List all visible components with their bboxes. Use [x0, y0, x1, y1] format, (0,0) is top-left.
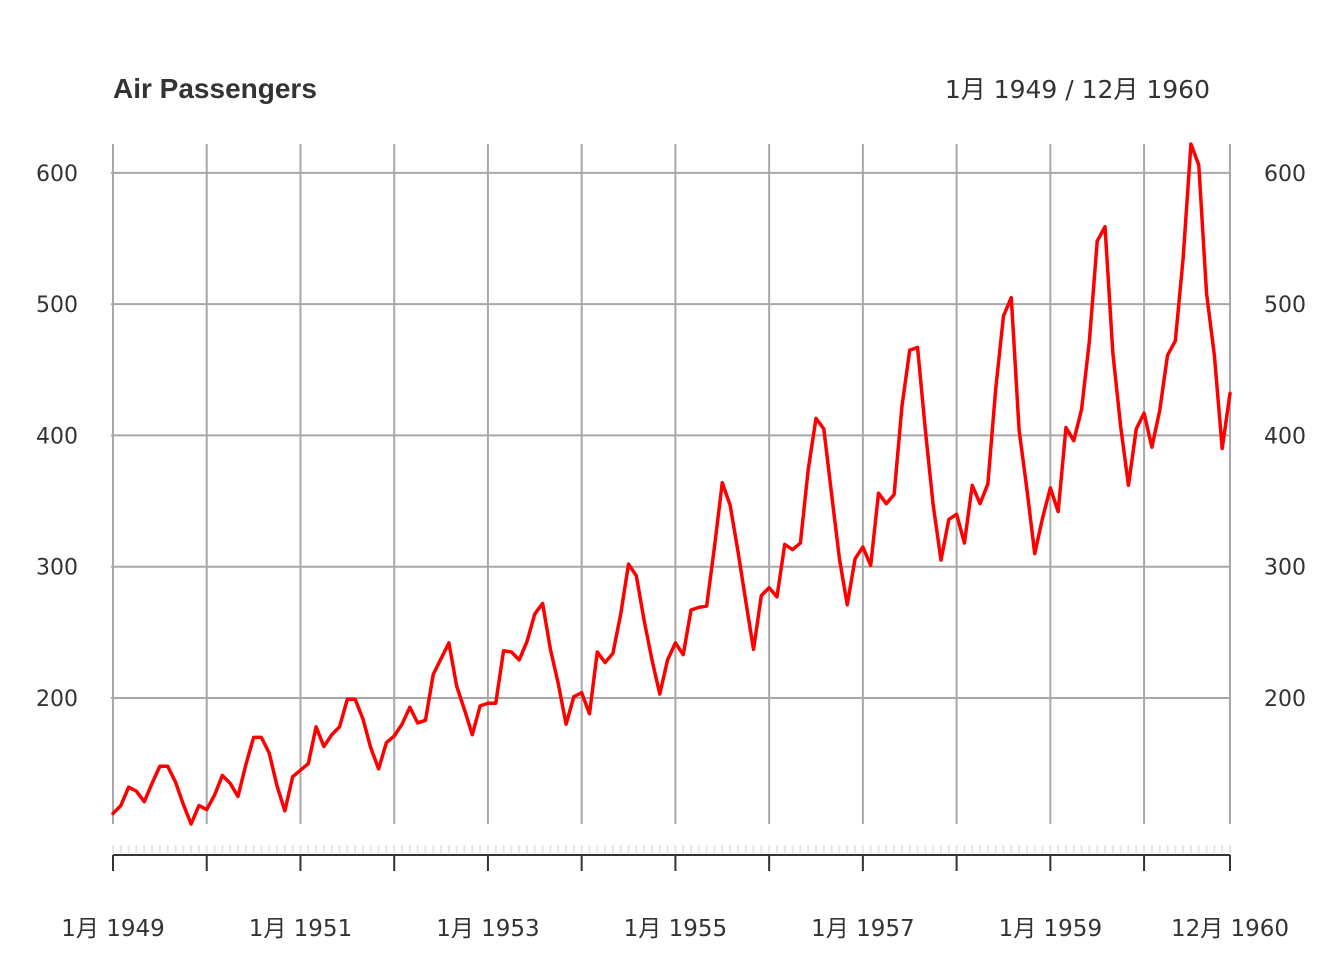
y-tick-label-right-500: 500: [1264, 293, 1306, 318]
y-tick-label-right-300: 300: [1264, 556, 1306, 581]
y-tick-label-left-400: 400: [36, 424, 78, 449]
date-range-label: 1月 1949 / 12月 1960: [945, 75, 1210, 104]
x-tick-label-6: 12月 1960: [1171, 916, 1289, 942]
x-minor-tick-strip: [113, 845, 1230, 853]
y-tick-label-right-400: 400: [1264, 424, 1306, 449]
horizontal-gridlines: [111, 173, 1230, 698]
chart-title: Air Passengers: [113, 73, 317, 104]
x-axis: [113, 855, 1230, 871]
x-axis-labels: 1月 1949 1月 1951 1月 1953 1月 1955 1月 1957 1月 19…: [61, 916, 1289, 942]
x-tick-label-5: 1月 1959: [999, 916, 1102, 942]
x-tick-label-2: 1月 1953: [436, 916, 539, 942]
x-tick-label-0: 1月 1949: [61, 916, 164, 942]
x-tick-label-4: 1月 1957: [811, 916, 914, 942]
y-tick-label-left-300: 300: [36, 556, 78, 581]
series-layer: [113, 144, 1230, 824]
series-line-air-passengers: [113, 144, 1230, 824]
y-tick-label-left-200: 200: [36, 687, 78, 712]
y-tick-label-right-200: 200: [1264, 687, 1306, 712]
x-tick-label-1: 1月 1951: [249, 916, 352, 942]
y-tick-label-left-500: 500: [36, 293, 78, 318]
y-axis-right-labels: 200 300 400 500 600: [1264, 162, 1306, 712]
y-axis-left-labels: 200 300 400 500 600: [36, 162, 78, 712]
y-tick-label-left-600: 600: [36, 162, 78, 187]
y-tick-label-right-600: 600: [1264, 162, 1306, 187]
x-tick-label-3: 1月 1955: [624, 916, 727, 942]
